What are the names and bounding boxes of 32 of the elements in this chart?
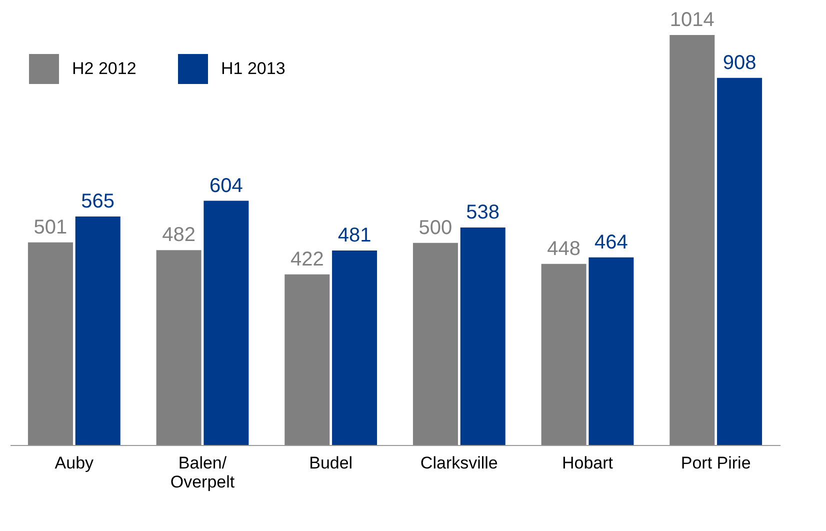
- x-tick-label: Port Pirie: [680, 454, 751, 472]
- bar: [332, 250, 378, 445]
- data-label: 604: [210, 174, 243, 197]
- data-label: 448: [547, 238, 580, 260]
- data-label: 1014: [670, 9, 714, 31]
- bar: [284, 274, 330, 445]
- x-tick-label: Hobart: [562, 454, 614, 472]
- x-tick-label: Auby: [54, 454, 94, 472]
- data-label: 500: [418, 216, 452, 239]
- bar: [670, 35, 715, 445]
- bar: [204, 200, 249, 445]
- data-label: 565: [81, 190, 115, 213]
- data-label: 482: [162, 224, 196, 246]
- legend-label: H1 2013: [221, 59, 286, 78]
- data-label: 501: [34, 216, 68, 238]
- bar: [28, 242, 73, 445]
- bar: [460, 227, 506, 445]
- data-label: 908: [722, 52, 756, 74]
- bar: [541, 264, 586, 445]
- data-label: 481: [338, 224, 372, 247]
- legend-label: H2 2012: [72, 59, 136, 78]
- data-label: 422: [290, 248, 324, 270]
- x-tick-label: Budel: [309, 454, 353, 472]
- data-label: 538: [466, 201, 500, 224]
- x-tick-label: Balen/ Overpelt: [170, 454, 235, 492]
- bar: [412, 242, 458, 445]
- x-tick-label: Clarksville: [420, 454, 498, 472]
- data-label: 464: [594, 231, 628, 254]
- bar: [717, 78, 762, 445]
- bar: [588, 257, 634, 445]
- bar: [156, 250, 202, 445]
- bar: [75, 216, 120, 445]
